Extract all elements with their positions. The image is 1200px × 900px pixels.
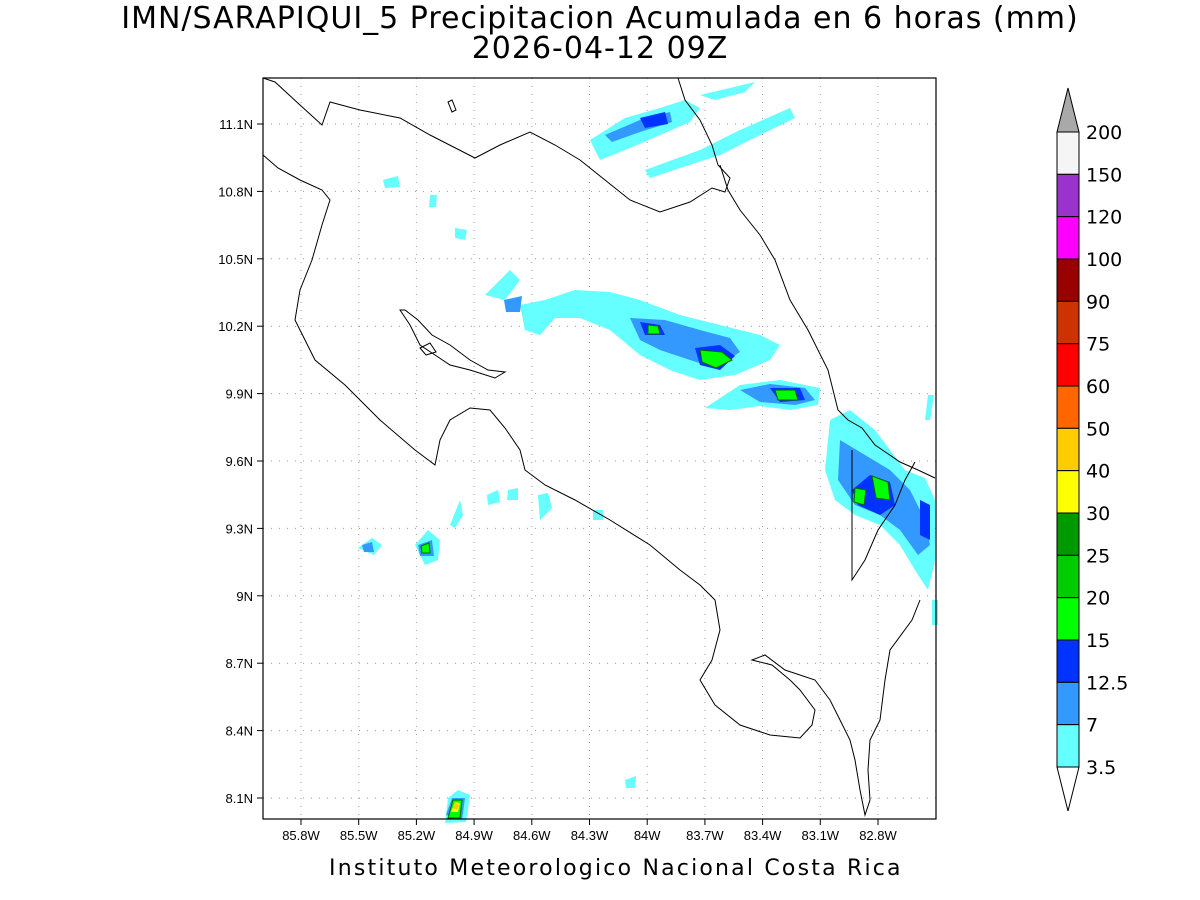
colorbar: 3.5 7 12.5 15 20 25 30 40 50 60 75 90 100 120 150 200 xyxy=(1056,87,1128,812)
nicoya-island xyxy=(419,342,437,356)
colorbar-lower-arrow xyxy=(1056,766,1080,812)
panama-border xyxy=(851,450,916,582)
colorbar-label: 15 xyxy=(1086,630,1110,652)
map-grid xyxy=(263,78,936,819)
lat-label: 8.1N xyxy=(226,791,253,806)
lon-label: 83.4W xyxy=(744,828,782,843)
colorbar-label: 90 xyxy=(1086,291,1110,313)
footer-credit: Instituto Meteorologico Nacional Costa R… xyxy=(329,856,903,881)
lat-label: 10.2N xyxy=(218,319,253,334)
colorbar-swatch xyxy=(1056,427,1080,472)
colorbar-label: 60 xyxy=(1086,376,1110,398)
colorbar-swatch xyxy=(1056,131,1080,175)
colorbar-swatch xyxy=(1056,470,1080,514)
colorbar-label: 100 xyxy=(1086,249,1122,271)
colorbar-swatch xyxy=(1056,258,1080,302)
chart-subtitle: 2026-04-12 09Z xyxy=(471,31,729,66)
lon-label: 85.5W xyxy=(340,828,378,843)
lat-label: 9N xyxy=(236,589,253,604)
lat-label: 8.7N xyxy=(226,656,253,671)
island xyxy=(447,99,457,113)
lat-label: 9.6N xyxy=(226,454,253,469)
chart-title: IMN/SARAPIQUI_5 Precipitacion Acumulada … xyxy=(121,1,1079,36)
lon-label: 83.1W xyxy=(802,828,840,843)
lon-label: 84.6W xyxy=(513,828,551,843)
rain-area-north-east-2 xyxy=(700,82,755,100)
lat-label: 9.9N xyxy=(226,387,253,402)
colorbar-swatch xyxy=(1056,554,1080,599)
lon-label: 83.7W xyxy=(686,828,724,843)
latitude-labels: 11.1N 10.8N 10.5N 10.2N 9.9N 9.6N 9.3N 9N 8.7N 8.… xyxy=(218,117,263,806)
colorbar-label: 3.5 xyxy=(1086,757,1116,779)
colorbar-label: 30 xyxy=(1086,503,1110,525)
country-borders xyxy=(262,77,936,817)
rain-area-central-band xyxy=(485,270,780,380)
lat-label: 10.8N xyxy=(218,184,253,199)
colorbar-label: 50 xyxy=(1086,418,1110,440)
longitude-labels: 85.8W 85.5W 85.2W 84.9W 84.6W 84.3W 84W 83.7W 83… xyxy=(282,819,898,843)
colorbar-label: 75 xyxy=(1086,334,1110,356)
colorbar-swatch xyxy=(1056,300,1080,345)
colorbar-swatch xyxy=(1056,512,1080,556)
colorbar-label: 20 xyxy=(1086,588,1110,610)
lon-label: 84W xyxy=(634,828,661,843)
lat-label: 8.4N xyxy=(226,724,253,739)
colorbar-label: 25 xyxy=(1086,545,1110,567)
colorbar-label: 150 xyxy=(1086,164,1122,186)
map-frame xyxy=(262,77,937,820)
costa-rica-caribbean-coast xyxy=(719,164,936,479)
nicaragua-border xyxy=(262,77,731,213)
precipitation-areas xyxy=(358,82,938,823)
costa-rica-pacific-coast xyxy=(262,154,921,817)
rain-area-north-east xyxy=(645,108,795,178)
colorbar-label: 7 xyxy=(1086,715,1098,737)
colorbar-swatch xyxy=(1056,681,1080,726)
lon-label: 85.8W xyxy=(282,828,320,843)
colorbar-swatch xyxy=(1056,597,1080,641)
colorbar-swatch xyxy=(1056,724,1080,768)
colorbar-swatch xyxy=(1056,173,1080,218)
colorbar-label: 12.5 xyxy=(1086,672,1128,694)
lon-label: 84.9W xyxy=(455,828,493,843)
nicoya-gulf xyxy=(399,309,507,379)
lat-label: 10.5N xyxy=(218,252,253,267)
colorbar-swatch xyxy=(1056,385,1080,429)
colorbar-swatch xyxy=(1056,639,1080,683)
lat-label: 9.3N xyxy=(226,521,253,536)
lon-label: 82.8W xyxy=(859,828,897,843)
lat-label: 11.1N xyxy=(219,117,253,132)
colorbar-label: 120 xyxy=(1086,207,1122,229)
colorbar-label: 200 xyxy=(1086,122,1122,144)
colorbar-swatch xyxy=(1056,343,1080,387)
lon-label: 85.2W xyxy=(398,828,436,843)
lon-label: 84.3W xyxy=(571,828,609,843)
colorbar-label: 40 xyxy=(1086,461,1110,483)
colorbar-upper-arrow xyxy=(1056,87,1080,133)
colorbar-swatch xyxy=(1056,216,1080,260)
